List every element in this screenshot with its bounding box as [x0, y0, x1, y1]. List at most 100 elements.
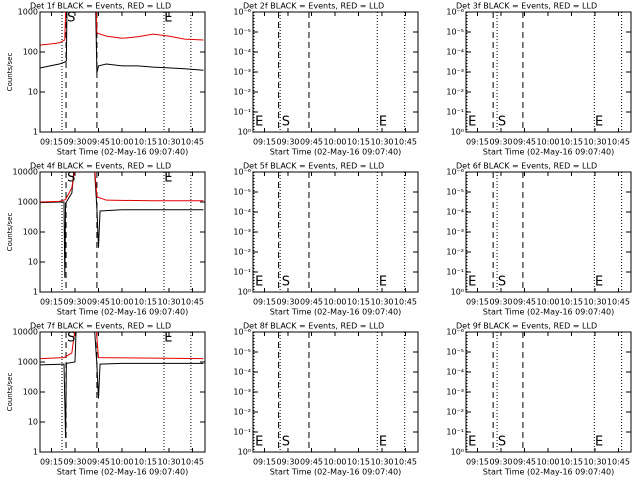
annotation: E — [595, 115, 603, 130]
y-tick-label: 10⁻³ — [446, 68, 464, 77]
y-axis-label: Counts/sec — [6, 373, 14, 412]
y-tick-label: 10⁻⁵ — [446, 188, 464, 197]
annotation: E — [468, 115, 476, 130]
series-line — [40, 172, 204, 278]
panel-title: Det 4f BLACK = Events, RED = LLD — [30, 162, 171, 171]
y-tick-label: 10⁻³ — [446, 388, 464, 397]
panel: Det 1f BLACK = Events, RED = LLD Counts/s… — [6, 2, 206, 157]
y-tick-label: 10⁻² — [446, 88, 464, 97]
annotation: S — [282, 115, 290, 130]
y-tick-label: 10⁻¹ — [233, 108, 251, 117]
y-tick-label: 10⁻² — [233, 248, 251, 257]
x-tick-label: 09:30 — [489, 458, 512, 467]
x-tick-label: 10:30 — [583, 138, 606, 147]
plot-area — [40, 172, 204, 292]
y-tick-label: 10⁻⁵ — [233, 348, 251, 357]
plot-frame — [252, 331, 419, 453]
x-tick-label: 10:45 — [607, 138, 630, 147]
y-tick-label: 10⁻² — [446, 248, 464, 257]
panel-title: Det 5f BLACK = Events, RED = LLD — [243, 162, 384, 171]
panel-title: Det 2f BLACK = Events, RED = LLD — [243, 2, 384, 11]
y-tick-label: 10000 — [13, 168, 38, 177]
plot-frame — [465, 11, 632, 133]
annotation: E — [255, 115, 263, 130]
y-tick-label: 10 — [28, 258, 38, 267]
plot-frame — [252, 171, 419, 293]
panel: Det 3f BLACK = Events, RED = LLD Start Ti… — [446, 2, 632, 157]
annotation: E — [255, 275, 263, 290]
x-tick-label: 10:00 — [323, 138, 346, 147]
x-tick-label: 10:15 — [560, 458, 583, 467]
y-tick-label: 1 — [33, 128, 38, 137]
y-tick-label: 10⁻⁶ — [233, 168, 251, 177]
x-tick-label: 09:30 — [489, 298, 512, 307]
y-tick-label: 10⁻¹ — [446, 108, 464, 117]
y-tick-label: 1 — [33, 448, 38, 457]
annotation: S — [282, 275, 290, 290]
x-tick-label: 09:15 — [466, 458, 489, 467]
x-tick-label: 10:00 — [110, 458, 133, 467]
y-tick-label: 10⁰ — [238, 448, 251, 457]
annotation: E — [164, 171, 172, 186]
annotation: S — [498, 275, 506, 290]
plot-area — [253, 12, 406, 132]
x-tick-label: 09:45 — [87, 138, 110, 147]
y-tick-label: 10⁰ — [238, 128, 251, 137]
y-tick-label: 10⁻⁴ — [446, 48, 464, 57]
plot-frame — [252, 11, 419, 133]
y-tick-label: 10⁻² — [233, 408, 251, 417]
y-tick-label: 10⁻⁶ — [233, 8, 251, 17]
panel: Det 6f BLACK = Events, RED = LLD Start Ti… — [446, 162, 632, 317]
x-tick-label: 10:30 — [583, 298, 606, 307]
plot-frame — [39, 11, 206, 133]
y-axis-label: Counts/sec — [6, 53, 14, 92]
x-tick-label: 10:30 — [370, 458, 393, 467]
y-tick-label: 10 — [28, 88, 38, 97]
y-tick-label: 10⁻² — [446, 408, 464, 417]
x-tick-label: 10:00 — [536, 138, 559, 147]
x-tick-label: 10:30 — [370, 298, 393, 307]
panel: Det 7f BLACK = Events, RED = LLD Counts/s… — [6, 322, 206, 477]
panel-title: Det 6f BLACK = Events, RED = LLD — [456, 162, 597, 171]
x-tick-label: 10:00 — [323, 298, 346, 307]
panel-title: Det 9f BLACK = Events, RED = LLD — [456, 322, 597, 331]
y-tick-label: 1 — [33, 288, 38, 297]
x-tick-label: 10:00 — [536, 298, 559, 307]
y-tick-label: 10⁻⁴ — [233, 368, 251, 377]
y-tick-label: 10⁻¹ — [446, 428, 464, 437]
plot-area — [40, 332, 204, 452]
x-tick-label: 10:15 — [347, 298, 370, 307]
x-tick-label: 09:45 — [87, 298, 110, 307]
panel: Det 4f BLACK = Events, RED = LLD Counts/s… — [6, 162, 206, 317]
annotation: E — [595, 275, 603, 290]
x-tick-label: 10:30 — [157, 298, 180, 307]
x-tick-label: 09:45 — [513, 138, 536, 147]
x-tick-label: 10:15 — [560, 298, 583, 307]
panel: Det 9f BLACK = Events, RED = LLD Start Ti… — [446, 322, 632, 477]
x-tick-label: 10:30 — [583, 458, 606, 467]
plot-area — [253, 172, 406, 292]
annotation: S — [498, 435, 506, 450]
annotation: E — [468, 275, 476, 290]
x-tick-label: 09:30 — [63, 298, 86, 307]
x-tick-label: 09:15 — [466, 138, 489, 147]
x-tick-label: 10:15 — [134, 298, 157, 307]
y-tick-label: 10⁻⁶ — [446, 8, 464, 17]
y-tick-label: 10⁻⁴ — [233, 48, 251, 57]
y-tick-label: 1000 — [18, 198, 38, 207]
x-tick-label: 10:00 — [536, 458, 559, 467]
x-tick-label: 10:45 — [394, 458, 417, 467]
x-tick-label: 09:15 — [253, 138, 276, 147]
annotation: S — [67, 11, 75, 26]
y-tick-label: 10⁻⁵ — [233, 188, 251, 197]
x-tick-label: 09:15 — [466, 298, 489, 307]
series-line — [40, 12, 204, 74]
y-tick-label: 10⁻⁵ — [446, 348, 464, 357]
plot-area — [466, 332, 623, 452]
y-tick-label: 10⁻³ — [233, 68, 251, 77]
plot-frame — [465, 171, 632, 293]
series-line — [40, 12, 204, 46]
x-tick-label: 09:45 — [513, 458, 536, 467]
x-tick-label: 09:30 — [489, 138, 512, 147]
x-tick-label: 10:45 — [181, 298, 204, 307]
